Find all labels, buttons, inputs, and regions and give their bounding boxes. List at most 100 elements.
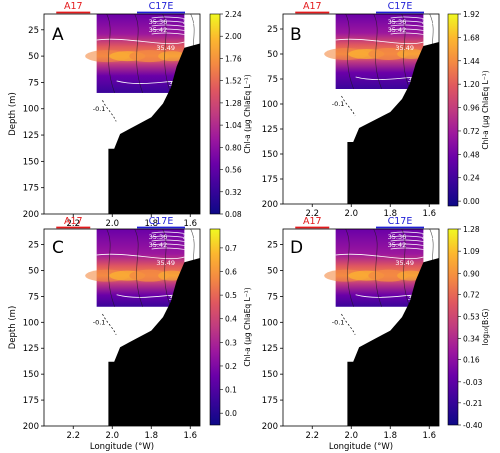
contour-label: 35.30 — [183, 18, 202, 26]
chl-maximum-patch — [129, 269, 170, 282]
colorbar-tick-label: 0.5 — [225, 291, 237, 300]
colorbar-tick-label: -0.40 — [463, 421, 483, 430]
colorbar-tick-label: 0.0 — [225, 409, 237, 418]
y-tick-label: 175 — [23, 184, 39, 194]
x-tick-label: 2.2 — [305, 431, 319, 441]
isohaline-line — [151, 246, 189, 251]
y-tick-label: 50 — [28, 52, 39, 62]
contour-label: 35.42 — [388, 26, 407, 34]
x-tick-label: 2.0 — [105, 431, 119, 441]
y-tick-label: 125 — [23, 344, 39, 354]
x-tick-label: 2.0 — [344, 209, 358, 219]
colorbar-tick-label: 0.6 — [225, 268, 237, 277]
colorbar-tick-label: 1.52 — [225, 77, 242, 86]
x-tick-label: 2.2 — [66, 219, 80, 229]
y-axis-label: Depth (m) — [8, 92, 18, 136]
panel-letter: A — [52, 25, 64, 45]
panel-B: 35.3635.3035.4235.4935.55-0.125507510012… — [262, 1, 490, 219]
station-label: C17E — [388, 216, 413, 227]
y-tick-label: 175 — [262, 175, 278, 185]
colorbar-tick-label: 0.00 — [463, 197, 480, 206]
y-tick-label: 75 — [267, 292, 278, 302]
contour-label: -0.1 — [332, 318, 345, 326]
isohaline-line — [335, 253, 424, 260]
colorbar-tick-label: 1.92 — [463, 10, 480, 19]
dashed-contour — [341, 95, 356, 117]
y-tick-label: 75 — [267, 75, 278, 85]
y-tick-label: 25 — [28, 241, 39, 251]
isotherm-line — [106, 229, 115, 307]
panel-letter: B — [290, 25, 302, 45]
y-tick-label: 200 — [262, 422, 278, 432]
contour-label: 35.42 — [149, 241, 168, 249]
isohaline-line — [151, 238, 189, 243]
x-tick-label: 1.6 — [422, 209, 436, 219]
contours — [335, 14, 438, 90]
bathymetry — [108, 258, 200, 426]
section-field — [85, 14, 187, 93]
y-tick-label: 50 — [267, 266, 278, 276]
axes-frame — [43, 13, 201, 215]
x-tick-label: 1.6 — [183, 219, 197, 229]
x-tick-label: 2.2 — [305, 209, 319, 219]
colorbar-tick-label: 1.09 — [463, 247, 480, 256]
colorbar-tick-label: 0.1 — [225, 386, 237, 395]
colorbar: 1.92 1.68 1.44 1.20 0.96 0.72 0.48 0.24 0.00 Chl-… — [447, 10, 490, 207]
panel-D: 35.3635.3035.4235.4935.55-0.125507510012… — [262, 216, 490, 452]
isohaline-line — [390, 27, 428, 32]
colorbar-tick-label: 0.08 — [225, 210, 242, 219]
colorbar-gradient — [209, 228, 221, 426]
y-tick-label: 25 — [28, 26, 39, 36]
y-tick-label: 200 — [23, 210, 39, 220]
colorbar-tick-label: 1.28 — [463, 225, 480, 234]
colorbar-tick-label: 0.4 — [225, 315, 237, 324]
isohaline-line — [151, 19, 189, 24]
y-tick-label: 150 — [23, 370, 39, 380]
dashed-contour — [102, 100, 117, 122]
colorbar-gradient — [447, 13, 459, 207]
x-tick-label: 2.2 — [66, 431, 80, 441]
station-label: C17E — [149, 1, 174, 12]
contour-label: 35.42 — [388, 241, 407, 249]
contour-label: -0.1 — [332, 100, 345, 108]
colorbar-tick-label: 1.04 — [225, 121, 242, 130]
isohaline-line — [390, 15, 428, 20]
x-tick-label: 1.8 — [383, 431, 397, 441]
colorbar-tick-label: 0.56 — [225, 166, 242, 175]
isohaline-line — [390, 23, 428, 28]
station-label: A17 — [64, 1, 83, 12]
section-heatmap — [335, 229, 424, 307]
axes-frame — [282, 228, 440, 427]
x-tick-label: 2.0 — [344, 431, 358, 441]
colorbar-tick-label: 0.72 — [463, 290, 480, 299]
isohaline-line — [390, 238, 428, 243]
contours — [335, 229, 438, 307]
colorbar-tick-label: 1.76 — [225, 54, 242, 63]
contours — [96, 229, 199, 307]
isotherm-line — [162, 229, 171, 307]
station-label: A17 — [303, 1, 322, 12]
isohaline-line — [390, 246, 428, 251]
y-tick-label: 50 — [267, 50, 278, 60]
panel-letter: D — [290, 238, 303, 258]
y-tick-label: 25 — [267, 25, 278, 35]
isotherm-line — [134, 14, 143, 94]
colorbar-tick-label: 2.24 — [225, 10, 242, 19]
colorbar-label: Chl-a (µg ChlaEq L⁻¹) — [481, 70, 490, 149]
isohaline-line — [151, 31, 189, 36]
contour-label: 35.42 — [149, 26, 168, 34]
contour-label: 35.30 — [422, 18, 441, 26]
y-axis-label: Depth (m) — [8, 306, 18, 350]
colorbar-tick-label: 0.96 — [463, 104, 480, 113]
axes-frame — [43, 228, 201, 427]
colorbar-tick-label: 1.44 — [463, 57, 480, 66]
y-tick-label: 150 — [262, 150, 278, 160]
isohaline-line — [390, 19, 428, 24]
isohaline-line — [151, 242, 189, 247]
y-tick-label: 100 — [262, 100, 278, 110]
y-tick-label: 200 — [23, 422, 39, 432]
y-tick-label: 125 — [23, 131, 39, 141]
colorbar-tick-label: 0.34 — [463, 335, 480, 344]
x-tick-label: 1.8 — [144, 219, 158, 229]
section-heatmap — [96, 229, 185, 307]
